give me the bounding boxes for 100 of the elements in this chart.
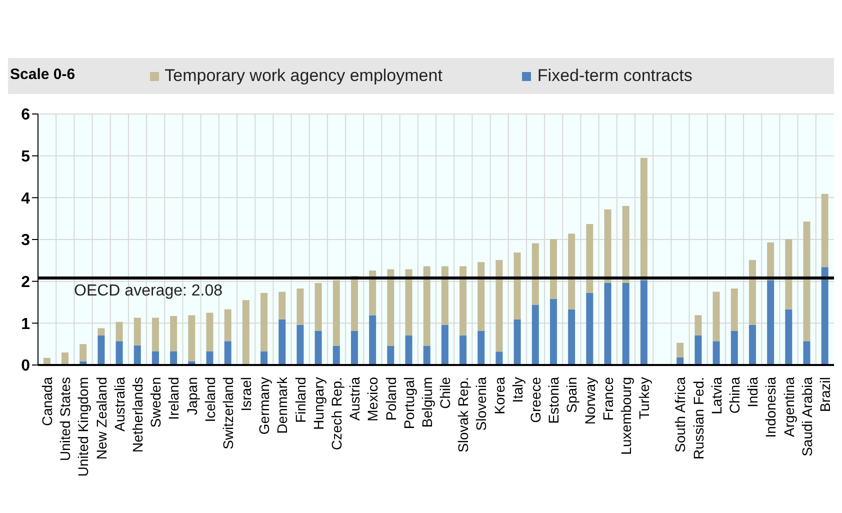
bar — [405, 335, 412, 365]
bar — [296, 324, 304, 365]
x-tick-label: United States — [57, 377, 74, 462]
bar — [478, 330, 485, 365]
x-tick-label: Russian Fed. — [690, 377, 706, 460]
bar — [98, 335, 105, 365]
x-tick-label: Norway — [582, 377, 598, 424]
x-tick-label: Slovak Rep. — [455, 377, 472, 452]
bar — [206, 312, 214, 352]
x-tick-label: Slovenia — [473, 376, 490, 431]
bar — [478, 262, 485, 331]
bar — [568, 234, 576, 310]
x-tick-label: Chile — [437, 376, 454, 409]
bar — [260, 351, 268, 365]
y-tick-label: 4 — [21, 190, 30, 208]
legend-label: Fixed-term contracts — [536, 66, 692, 86]
bar — [821, 194, 828, 268]
bar — [514, 319, 521, 365]
bar — [423, 266, 430, 346]
x-tick-label: Netherlands — [130, 377, 146, 452]
bar — [314, 330, 322, 365]
bar — [242, 300, 250, 365]
bar — [730, 330, 738, 365]
x-tick-label: Italy — [509, 377, 526, 403]
bar — [62, 352, 69, 365]
bar — [803, 222, 810, 342]
x-tick-label: India — [744, 376, 761, 408]
y-tick-label: 3 — [21, 232, 30, 250]
y-tick-label: 6 — [21, 106, 30, 124]
x-tick-label: Portugal — [400, 377, 417, 430]
bar — [568, 309, 576, 365]
bar — [460, 335, 467, 365]
bar — [712, 341, 720, 365]
x-tick-label: Denmark — [274, 376, 290, 434]
bar — [224, 341, 232, 365]
bar — [748, 260, 756, 325]
bar — [441, 324, 448, 365]
bar — [586, 293, 594, 365]
bar — [496, 260, 503, 352]
x-tick-label: Belgium — [418, 377, 435, 428]
x-tick-label: Spain — [564, 377, 580, 413]
x-tick-label: Canada — [39, 376, 56, 426]
bar — [423, 346, 430, 365]
bar — [152, 351, 159, 365]
bar — [350, 330, 358, 365]
x-tick-label: South Africa — [672, 376, 688, 452]
bar — [694, 335, 702, 365]
bar — [767, 242, 774, 280]
bar — [387, 346, 394, 365]
bar — [604, 209, 612, 284]
bar — [532, 243, 539, 305]
bar — [785, 309, 792, 365]
bar — [80, 344, 87, 362]
x-tick-label: Mexico — [364, 376, 381, 422]
bar — [170, 316, 178, 352]
x-tick-label: Ireland — [166, 377, 182, 420]
x-tick-label: Switzerland — [220, 377, 236, 450]
bar — [260, 293, 268, 352]
x-tick-label: Brazil — [816, 377, 833, 412]
bar — [332, 346, 340, 365]
bar — [550, 239, 557, 299]
bar — [532, 304, 539, 365]
bar — [622, 206, 630, 284]
x-tick-label: Argentina — [780, 376, 797, 437]
bar — [116, 341, 123, 365]
y-tick-label: 1 — [21, 316, 30, 333]
bar — [278, 292, 286, 320]
x-tick-label: Australia — [111, 376, 128, 432]
bar — [550, 298, 557, 365]
bar — [712, 292, 720, 342]
bar — [387, 269, 394, 346]
x-tick-label: Sweden — [148, 377, 164, 428]
bar — [98, 328, 105, 336]
bar — [134, 318, 141, 346]
bar — [496, 352, 503, 365]
x-tick-label: Estonia — [546, 376, 562, 424]
bar — [640, 280, 648, 365]
y-tick-label: 0 — [21, 358, 30, 375]
bar — [785, 239, 792, 310]
x-tick-label: Turkey — [636, 377, 652, 420]
bar — [206, 351, 214, 365]
bar — [314, 283, 322, 331]
bar — [224, 309, 232, 342]
x-tick-label: Czech Rep. — [328, 377, 344, 450]
x-tick-label: Hungary — [310, 377, 326, 430]
bar — [278, 319, 286, 365]
bar — [622, 283, 630, 365]
x-tick-label: Indonesia — [762, 376, 779, 438]
bar — [350, 276, 358, 331]
bar — [405, 269, 412, 336]
x-tick-label: United Kingdom — [75, 377, 92, 477]
x-tick-label: Korea — [491, 376, 508, 414]
x-tick-label: Saudi Arabia — [798, 376, 815, 456]
bar — [116, 322, 123, 342]
x-tick-label: New Zealand — [93, 377, 110, 460]
legend-label: Temporary work agency employment — [164, 66, 442, 86]
bar — [188, 315, 196, 362]
ref-line-label: OECD average: 2.08 — [74, 282, 223, 300]
bar — [803, 341, 810, 365]
bar — [694, 315, 702, 336]
